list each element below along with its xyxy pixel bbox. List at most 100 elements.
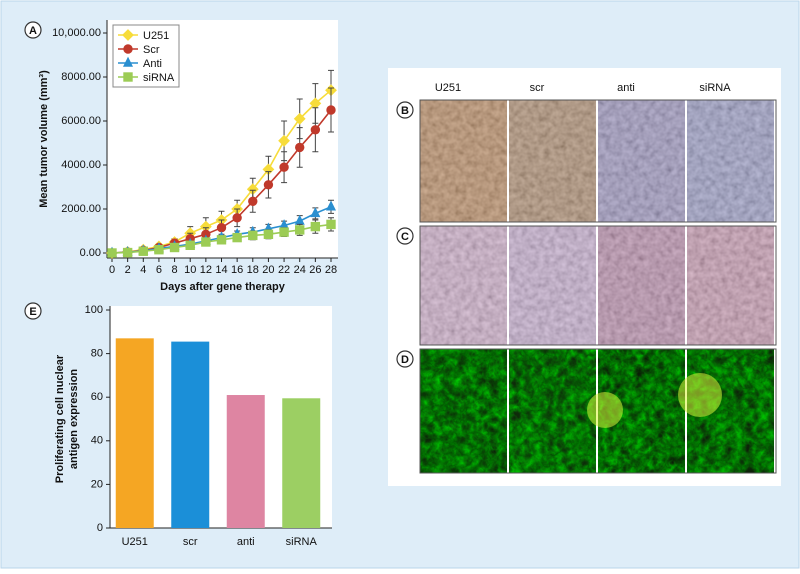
micrograph-texture <box>598 226 685 345</box>
y-tick-label: 4000.00 <box>61 159 101 171</box>
marker <box>185 240 195 251</box>
y-tick-label: 0 <box>97 522 103 534</box>
y-axis-label: antigen expression <box>68 369 80 470</box>
micrograph-texture <box>420 349 507 473</box>
y-tick-label: 8000.00 <box>61 71 101 83</box>
legend-label: siRNA <box>143 72 175 84</box>
y-tick-label: 40 <box>91 435 103 447</box>
marker <box>278 134 290 147</box>
marker <box>295 142 305 153</box>
fluorescence-spot <box>587 392 623 428</box>
panel-badge <box>396 227 414 245</box>
marker <box>263 229 274 240</box>
marker <box>310 207 321 218</box>
marker <box>232 232 242 243</box>
bar <box>115 338 154 528</box>
marker <box>232 213 242 223</box>
micrograph-texture <box>687 100 774 222</box>
micrograph-texture <box>509 226 596 345</box>
y-tick-label: 0.00 <box>80 247 101 259</box>
micrograph-border <box>419 348 777 474</box>
column-label: siRNA <box>699 82 731 94</box>
marker <box>169 242 180 253</box>
panel-badge <box>24 21 42 39</box>
column-label: scr <box>530 82 545 94</box>
legend-label: Scr <box>143 44 160 56</box>
marker <box>326 105 336 115</box>
y-tick-label: 2000.00 <box>61 203 101 215</box>
y-axis-label: Mean tumor volume (mm³) <box>38 70 50 208</box>
micrograph-texture <box>420 226 507 345</box>
x-tick-label: 10 <box>184 264 196 276</box>
legend-marker <box>122 56 134 67</box>
panel-letter: D <box>401 354 409 366</box>
micrograph-texture <box>509 349 596 473</box>
x-tick-label: 4 <box>140 264 146 276</box>
y-tick-label: 100 <box>85 304 103 316</box>
fluorescence-spot <box>678 373 722 417</box>
marker <box>279 162 289 172</box>
marker <box>138 246 148 256</box>
x-axis-label: Days after gene therapy <box>160 281 286 293</box>
y-axis-label: Proliferating cell nuclear <box>54 354 66 483</box>
micrograph-texture <box>420 100 507 222</box>
marker <box>310 221 321 232</box>
panel-letter: A <box>29 25 37 37</box>
column-label: anti <box>617 82 635 94</box>
marker <box>216 223 227 233</box>
x-tick-label: 16 <box>231 264 243 276</box>
x-tick-label: 2 <box>125 264 131 276</box>
panel-letter: C <box>401 231 409 243</box>
panel-badge <box>24 302 42 320</box>
y-tick-label: 10,000.00 <box>52 27 101 39</box>
y-tick-label: 20 <box>91 478 103 490</box>
x-tick-label: 0 <box>109 264 115 276</box>
x-tick-label: anti <box>237 536 255 548</box>
marker <box>293 112 306 125</box>
x-tick-label: 22 <box>278 264 290 276</box>
marker <box>326 219 336 230</box>
marker <box>325 200 337 211</box>
micrograph-border <box>419 99 777 223</box>
x-tick-label: 18 <box>247 264 259 276</box>
legend-marker <box>122 29 134 41</box>
x-tick-label: 14 <box>215 264 227 276</box>
legend-label: U251 <box>143 30 169 42</box>
x-tick-label: siRNA <box>286 536 318 548</box>
micrograph-texture <box>687 226 774 345</box>
legend-marker <box>123 44 133 54</box>
y-tick-label: 80 <box>91 348 103 360</box>
marker <box>310 125 321 135</box>
marker <box>122 247 133 258</box>
bar <box>226 395 265 528</box>
column-label: U251 <box>435 82 461 94</box>
bar <box>171 341 210 528</box>
micrograph-texture <box>598 100 685 222</box>
panel-badge <box>396 101 414 119</box>
micrograph-texture <box>509 100 596 222</box>
marker <box>248 230 258 241</box>
x-tick-label: 6 <box>156 264 162 276</box>
marker <box>279 227 289 237</box>
marker <box>107 248 117 258</box>
marker <box>201 237 211 247</box>
marker <box>216 235 227 245</box>
y-tick-label: 60 <box>91 391 103 403</box>
marker <box>295 225 305 235</box>
legend-label: Anti <box>143 58 162 70</box>
x-tick-label: 12 <box>200 264 212 276</box>
x-tick-label: 26 <box>309 264 321 276</box>
x-tick-label: scr <box>183 536 198 548</box>
x-tick-label: U251 <box>122 536 148 548</box>
x-tick-label: 8 <box>172 264 178 276</box>
marker <box>263 180 274 190</box>
y-tick-label: 6000.00 <box>61 115 101 127</box>
micrograph-border <box>419 225 777 346</box>
panel-badge <box>396 350 414 368</box>
x-tick-label: 28 <box>325 264 337 276</box>
bar <box>282 398 321 528</box>
marker <box>154 245 164 255</box>
x-tick-label: 20 <box>262 264 274 276</box>
marker <box>248 196 258 207</box>
